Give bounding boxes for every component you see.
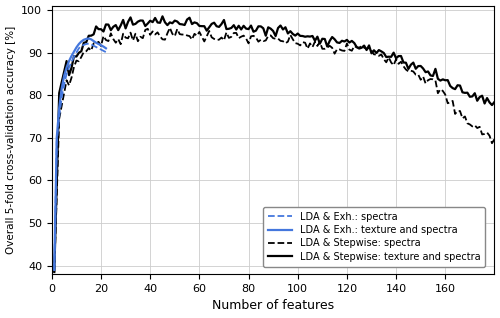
LDA & Exh.: texture and spectra: (14, 93.2): texture and spectra: (14, 93.2) bbox=[84, 37, 89, 41]
LDA & Exh.: texture and spectra: (19, 92): texture and spectra: (19, 92) bbox=[96, 42, 102, 46]
Legend: LDA & Exh.: spectra, LDA & Exh.: texture and spectra, LDA & Stepwise: spectra, L: LDA & Exh.: spectra, LDA & Exh.: texture… bbox=[262, 207, 485, 266]
X-axis label: Number of features: Number of features bbox=[212, 300, 334, 313]
LDA & Exh.: texture and spectra: (12, 92.6): texture and spectra: (12, 92.6) bbox=[78, 39, 84, 43]
LDA & Stepwise: texture and spectra: (180, 78.4): texture and spectra: (180, 78.4) bbox=[492, 100, 498, 104]
LDA & Stepwise: texture and spectra: (175, 79.9): texture and spectra: (175, 79.9) bbox=[479, 94, 485, 98]
LDA & Exh.: spectra: (13, 91.8): spectra: (13, 91.8) bbox=[81, 43, 87, 47]
LDA & Exh.: texture and spectra: (13, 93): texture and spectra: (13, 93) bbox=[81, 38, 87, 42]
LDA & Exh.: texture and spectra: (3, 77): texture and spectra: (3, 77) bbox=[56, 106, 62, 110]
LDA & Exh.: spectra: (5, 82.5): spectra: (5, 82.5) bbox=[61, 83, 67, 86]
LDA & Exh.: spectra: (9, 89): spectra: (9, 89) bbox=[71, 55, 77, 59]
LDA & Exh.: spectra: (18, 91.3): spectra: (18, 91.3) bbox=[93, 45, 99, 49]
LDA & Stepwise: spectra: (22, 92.9): spectra: (22, 92.9) bbox=[103, 38, 109, 42]
LDA & Stepwise: texture and spectra: (38, 96.2): texture and spectra: (38, 96.2) bbox=[142, 24, 148, 28]
LDA & Exh.: texture and spectra: (15, 93.3): texture and spectra: (15, 93.3) bbox=[86, 37, 91, 40]
LDA & Exh.: texture and spectra: (22, 91): texture and spectra: (22, 91) bbox=[103, 46, 109, 50]
LDA & Stepwise: texture and spectra: (4, 83): texture and spectra: (4, 83) bbox=[58, 80, 64, 84]
LDA & Exh.: texture and spectra: (5, 84.5): texture and spectra: (5, 84.5) bbox=[61, 74, 67, 78]
LDA & Exh.: spectra: (7, 86.5): spectra: (7, 86.5) bbox=[66, 66, 72, 69]
LDA & Exh.: spectra: (19, 91): spectra: (19, 91) bbox=[96, 46, 102, 50]
Line: LDA & Exh.: spectra: LDA & Exh.: spectra bbox=[54, 44, 106, 270]
LDA & Exh.: spectra: (21, 90.4): spectra: (21, 90.4) bbox=[100, 49, 106, 53]
LDA & Stepwise: texture and spectra: (161, 83.5): texture and spectra: (161, 83.5) bbox=[444, 78, 450, 82]
LDA & Stepwise: spectra: (4, 77.5): spectra: (4, 77.5) bbox=[58, 104, 64, 108]
Line: LDA & Exh.: texture and spectra: LDA & Exh.: texture and spectra bbox=[54, 38, 106, 270]
LDA & Exh.: texture and spectra: (4, 81.5): texture and spectra: (4, 81.5) bbox=[58, 87, 64, 91]
LDA & Exh.: spectra: (11, 91): spectra: (11, 91) bbox=[76, 46, 82, 50]
LDA & Exh.: spectra: (6, 85): spectra: (6, 85) bbox=[64, 72, 70, 76]
LDA & Exh.: texture and spectra: (17, 92.7): texture and spectra: (17, 92.7) bbox=[90, 39, 96, 43]
LDA & Exh.: texture and spectra: (10, 91.2): texture and spectra: (10, 91.2) bbox=[74, 45, 80, 49]
LDA & Exh.: texture and spectra: (8, 89.2): texture and spectra: (8, 89.2) bbox=[68, 54, 74, 58]
LDA & Exh.: texture and spectra: (21, 91.4): texture and spectra: (21, 91.4) bbox=[100, 45, 106, 48]
LDA & Exh.: spectra: (16, 91.9): spectra: (16, 91.9) bbox=[88, 43, 94, 46]
LDA & Stepwise: texture and spectra: (22, 96.6): texture and spectra: (22, 96.6) bbox=[103, 23, 109, 26]
LDA & Stepwise: texture and spectra: (70, 97.6): texture and spectra: (70, 97.6) bbox=[221, 18, 227, 22]
LDA & Exh.: spectra: (20, 90.7): spectra: (20, 90.7) bbox=[98, 48, 104, 52]
LDA & Exh.: texture and spectra: (2, 70): texture and spectra: (2, 70) bbox=[54, 136, 60, 140]
LDA & Stepwise: texture and spectra: (45, 98.5): texture and spectra: (45, 98.5) bbox=[160, 14, 166, 18]
LDA & Exh.: texture and spectra: (1, 39): texture and spectra: (1, 39) bbox=[52, 268, 58, 272]
Line: LDA & Stepwise: spectra: LDA & Stepwise: spectra bbox=[54, 28, 494, 272]
LDA & Stepwise: spectra: (1, 38.5): spectra: (1, 38.5) bbox=[52, 270, 58, 274]
LDA & Exh.: spectra: (17, 91.6): spectra: (17, 91.6) bbox=[90, 44, 96, 48]
LDA & Exh.: texture and spectra: (16, 93.1): texture and spectra: (16, 93.1) bbox=[88, 38, 94, 41]
LDA & Stepwise: texture and spectra: (1, 38.5): texture and spectra: (1, 38.5) bbox=[52, 270, 58, 274]
LDA & Exh.: spectra: (12, 91.5): spectra: (12, 91.5) bbox=[78, 44, 84, 48]
LDA & Exh.: texture and spectra: (7, 88): texture and spectra: (7, 88) bbox=[66, 59, 72, 63]
LDA & Exh.: spectra: (3, 75): spectra: (3, 75) bbox=[56, 114, 62, 118]
LDA & Stepwise: spectra: (161, 78.1): spectra: (161, 78.1) bbox=[444, 101, 450, 105]
LDA & Stepwise: spectra: (180, 69.7): spectra: (180, 69.7) bbox=[492, 137, 498, 141]
LDA & Exh.: texture and spectra: (6, 86.5): texture and spectra: (6, 86.5) bbox=[64, 66, 70, 69]
LDA & Exh.: spectra: (15, 92.1): spectra: (15, 92.1) bbox=[86, 42, 91, 45]
LDA & Exh.: texture and spectra: (9, 90.2): texture and spectra: (9, 90.2) bbox=[71, 50, 77, 54]
LDA & Exh.: spectra: (22, 90.1): spectra: (22, 90.1) bbox=[103, 50, 109, 54]
LDA & Exh.: spectra: (8, 87.8): spectra: (8, 87.8) bbox=[68, 60, 74, 64]
LDA & Stepwise: spectra: (175, 70.8): spectra: (175, 70.8) bbox=[479, 133, 485, 136]
LDA & Exh.: spectra: (1, 39): spectra: (1, 39) bbox=[52, 268, 58, 272]
LDA & Exh.: texture and spectra: (20, 91.7): texture and spectra: (20, 91.7) bbox=[98, 43, 104, 47]
Line: LDA & Stepwise: texture and spectra: LDA & Stepwise: texture and spectra bbox=[54, 16, 494, 272]
LDA & Exh.: spectra: (2, 69): spectra: (2, 69) bbox=[54, 140, 60, 144]
LDA & Exh.: texture and spectra: (18, 92.3): texture and spectra: (18, 92.3) bbox=[93, 41, 99, 45]
LDA & Exh.: texture and spectra: (11, 92): texture and spectra: (11, 92) bbox=[76, 42, 82, 46]
Y-axis label: Overall 5-fold cross-validation accuracy [%]: Overall 5-fold cross-validation accuracy… bbox=[6, 26, 16, 254]
LDA & Stepwise: spectra: (70, 92.9): spectra: (70, 92.9) bbox=[221, 38, 227, 42]
LDA & Exh.: spectra: (4, 79.5): spectra: (4, 79.5) bbox=[58, 95, 64, 99]
LDA & Exh.: spectra: (14, 92): spectra: (14, 92) bbox=[84, 42, 89, 46]
LDA & Exh.: spectra: (10, 90): spectra: (10, 90) bbox=[74, 51, 80, 54]
LDA & Stepwise: spectra: (38, 95.3): spectra: (38, 95.3) bbox=[142, 28, 148, 32]
LDA & Stepwise: spectra: (48, 95.8): spectra: (48, 95.8) bbox=[167, 26, 173, 30]
